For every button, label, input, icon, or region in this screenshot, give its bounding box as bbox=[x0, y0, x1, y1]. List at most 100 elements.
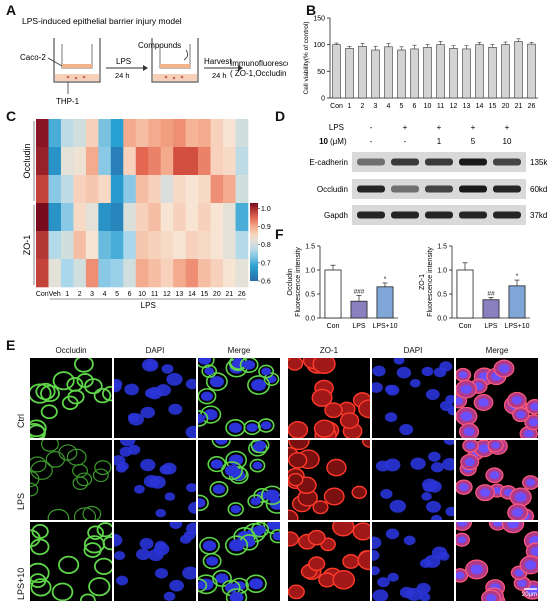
merge-membrane bbox=[227, 502, 244, 517]
heatmap-cell bbox=[223, 147, 236, 176]
micrograph-tile bbox=[288, 358, 370, 438]
merge-nucleus bbox=[202, 540, 217, 552]
merge-membrane bbox=[261, 485, 280, 505]
zo1-membrane bbox=[351, 485, 367, 500]
occludin-membrane bbox=[74, 358, 94, 373]
merge-nucleus bbox=[225, 583, 238, 593]
micrograph-tile bbox=[114, 440, 196, 520]
occludin-chart-ylabel-2: Fluorescence intensity bbox=[295, 247, 302, 317]
viability-bar bbox=[462, 48, 471, 99]
viability-x-tick-label: 5 bbox=[400, 103, 404, 110]
occludin-membrane bbox=[83, 535, 105, 554]
model-title: LPS-induced epithelial barrier injury mo… bbox=[22, 16, 182, 26]
merge-nucleus bbox=[493, 522, 503, 527]
dapi-nucleus bbox=[164, 492, 176, 501]
dapi-nucleus bbox=[163, 591, 176, 601]
heatmap-cell bbox=[235, 231, 249, 260]
blot-band bbox=[391, 185, 419, 193]
dapi-nucleus bbox=[188, 501, 196, 514]
merge-nucleus bbox=[198, 498, 206, 508]
merge-membrane bbox=[243, 420, 261, 436]
dapi-nucleus bbox=[114, 551, 126, 561]
zo1-membrane bbox=[352, 522, 370, 541]
micrograph-bg bbox=[372, 440, 454, 520]
dapi-nucleus bbox=[372, 382, 383, 393]
zo1-membrane bbox=[342, 553, 360, 569]
heatmap-cell bbox=[123, 259, 137, 288]
heatmap-cell bbox=[185, 147, 199, 176]
heatmap-cell bbox=[36, 147, 49, 176]
heatmap-cell bbox=[198, 119, 211, 148]
zo1-membrane bbox=[308, 556, 326, 572]
merge-nucleus bbox=[464, 458, 475, 467]
occludin-membrane bbox=[30, 578, 52, 597]
merge-nucleus bbox=[492, 487, 502, 495]
heatmap-cell bbox=[60, 231, 74, 260]
time2-label: 24 h bbox=[212, 71, 227, 80]
dapi-nucleus bbox=[186, 483, 196, 493]
heatmap-cell bbox=[148, 147, 162, 176]
heatmap-x-label: 26 bbox=[238, 291, 246, 298]
viability-x-tick-label: 2 bbox=[361, 103, 365, 110]
heatmap-cell bbox=[185, 175, 199, 204]
zo1-membrane bbox=[312, 358, 336, 374]
heatmap-cell bbox=[235, 119, 249, 148]
zo1-membrane bbox=[288, 584, 305, 600]
fluor-significance-mark: * bbox=[516, 273, 519, 280]
blot-lps-sign: + bbox=[403, 123, 408, 132]
dapi-nucleus bbox=[140, 458, 156, 472]
blot-size-label: 60kd bbox=[530, 185, 547, 194]
heatmap-cell bbox=[198, 203, 211, 232]
heatmap-cell bbox=[123, 175, 137, 204]
micrograph-tile bbox=[456, 522, 538, 601]
micro-col-merge-2: Merge bbox=[485, 346, 509, 355]
heatmap-cell bbox=[210, 231, 224, 260]
occludin-membrane bbox=[96, 522, 112, 538]
zo1-membrane bbox=[332, 570, 356, 590]
heatmap-cell bbox=[148, 175, 162, 204]
heatmap-cell bbox=[185, 259, 199, 288]
dapi-nucleus bbox=[117, 461, 129, 471]
dapi-nucleus bbox=[380, 489, 393, 499]
merge-membrane bbox=[247, 494, 264, 509]
micrograph-tile bbox=[288, 440, 370, 520]
occludin-membrane bbox=[30, 424, 46, 438]
viability-bar bbox=[423, 47, 432, 99]
thp1-label: THP-1 bbox=[56, 97, 80, 106]
viability-x-tick-label: 6 bbox=[413, 103, 417, 110]
heatmap-x-label: 2 bbox=[78, 291, 82, 298]
merge-nucleus bbox=[460, 411, 473, 421]
blot-band bbox=[493, 158, 521, 166]
merge-nucleus bbox=[530, 402, 538, 411]
merge-nucleus bbox=[478, 443, 490, 453]
heatmap-cell bbox=[198, 259, 211, 288]
heatmap-cell bbox=[123, 119, 137, 148]
micrograph-tile bbox=[114, 358, 196, 438]
heatmap-row-group-zo1: ZO-1 bbox=[22, 235, 32, 256]
viability-y-axis-label: Cell viability(% of control) bbox=[303, 22, 310, 95]
blot-band bbox=[493, 211, 521, 219]
expression-heatmap: Occludin ZO-1 LPS Con Veh 1 2 3 4 5 6 10 11 12 13 14… bbox=[22, 119, 271, 310]
heatmap-cell bbox=[210, 203, 224, 232]
micrograph-grid: 20μm bbox=[30, 358, 538, 601]
merge-membrane bbox=[257, 418, 275, 433]
merge-membrane bbox=[211, 440, 231, 449]
occludin-membrane bbox=[92, 468, 109, 483]
dapi-nucleus bbox=[422, 483, 434, 492]
fluor-significance-mark: ## bbox=[487, 290, 495, 297]
micrograph-tile bbox=[372, 440, 454, 520]
merge-nucleus bbox=[498, 364, 510, 373]
caco2-label: Caco-2 bbox=[20, 53, 46, 62]
merge-nucleus bbox=[517, 579, 527, 587]
fluor-y-tick-label: 0.0 bbox=[437, 316, 447, 323]
zo1-membrane bbox=[358, 399, 370, 419]
merge-nucleus bbox=[209, 376, 224, 388]
blot-lps-header: LPS bbox=[329, 123, 344, 132]
merge-nucleus bbox=[479, 488, 491, 497]
heatmap-cell bbox=[73, 203, 87, 232]
merge-membrane bbox=[247, 375, 271, 395]
dapi-nucleus bbox=[443, 440, 454, 446]
heatmap-cell bbox=[85, 175, 99, 204]
occludin-membrane bbox=[66, 377, 84, 392]
zo1-membrane bbox=[288, 440, 310, 451]
